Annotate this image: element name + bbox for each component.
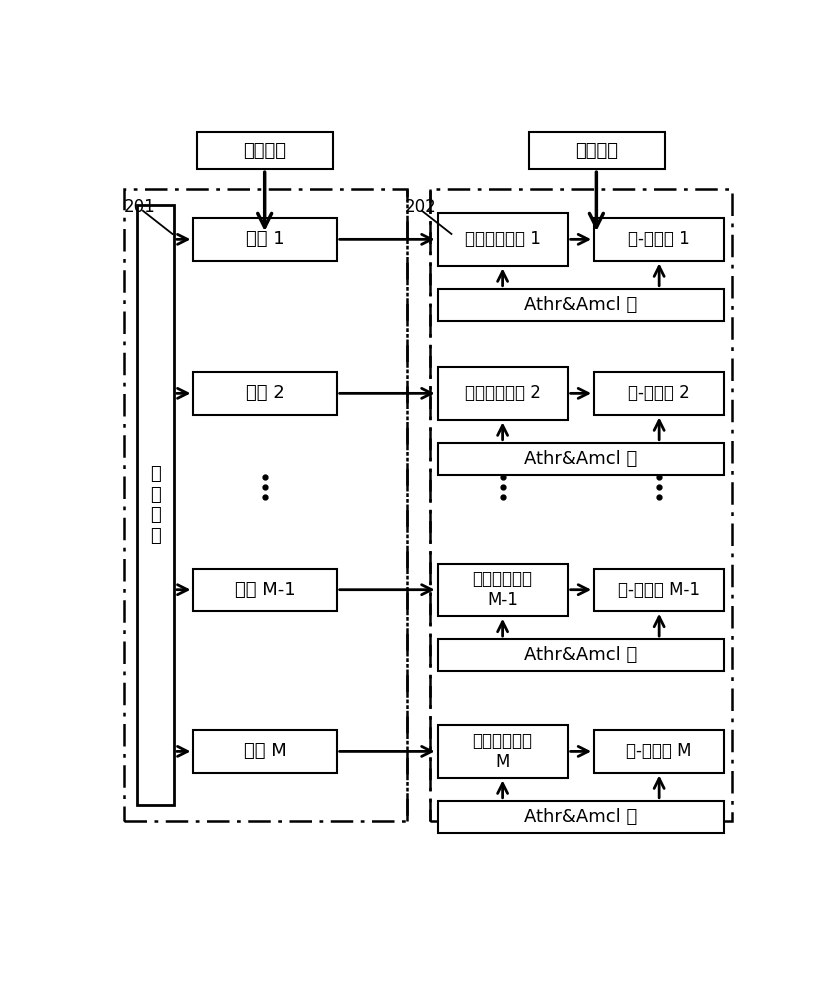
Bar [438,639,724,671]
Text: 动态范围压缩
M-1: 动态范围压缩 M-1 [473,570,533,609]
Bar [430,189,732,821]
Text: 处理单元: 处理单元 [244,142,287,160]
Bar [193,218,337,261]
Bar [594,372,724,415]
Text: 通道 M-1: 通道 M-1 [234,581,295,599]
Text: Athr&Amcl 値: Athr&Amcl 値 [525,808,637,826]
Text: Athr&Amcl 値: Athr&Amcl 値 [525,296,637,314]
Text: 动态范围压缩 1: 动态范围压缩 1 [465,230,540,248]
Bar [438,367,568,420]
Text: 声-电压缩 M: 声-电压缩 M [626,742,692,760]
Text: 202: 202 [405,198,437,216]
Bar [438,289,724,321]
Bar [438,443,724,475]
Text: Athr&Amcl 値: Athr&Amcl 値 [525,646,637,664]
Bar [137,205,174,805]
Text: 通道 1: 通道 1 [246,230,284,248]
Bar [594,218,724,261]
Bar [193,569,337,611]
Text: Athr&Amcl 値: Athr&Amcl 値 [525,450,637,468]
Bar [529,132,665,169]
Bar [198,132,333,169]
Text: 201: 201 [123,198,155,216]
Bar [193,372,337,415]
Text: 通道 2: 通道 2 [246,384,284,402]
Text: 通道 M: 通道 M [244,742,286,760]
Bar [438,564,568,616]
Text: 声-电压缩 2: 声-电压缩 2 [628,384,690,402]
Bar [438,725,568,778]
Bar [438,213,568,266]
Bar [594,730,724,773]
Text: 分
频
模
块: 分 频 模 块 [150,465,161,545]
Text: 压缩单元: 压缩单元 [575,142,618,160]
Text: 声-电压缩 1: 声-电压缩 1 [628,230,690,248]
Text: 动态范围压缩
M: 动态范围压缩 M [473,732,533,771]
Bar [594,569,724,611]
Bar [438,801,724,833]
Bar [123,189,406,821]
Text: 动态范围压缩 2: 动态范围压缩 2 [465,384,540,402]
Bar [193,730,337,773]
Text: 声-电压缩 M-1: 声-电压缩 M-1 [618,581,701,599]
